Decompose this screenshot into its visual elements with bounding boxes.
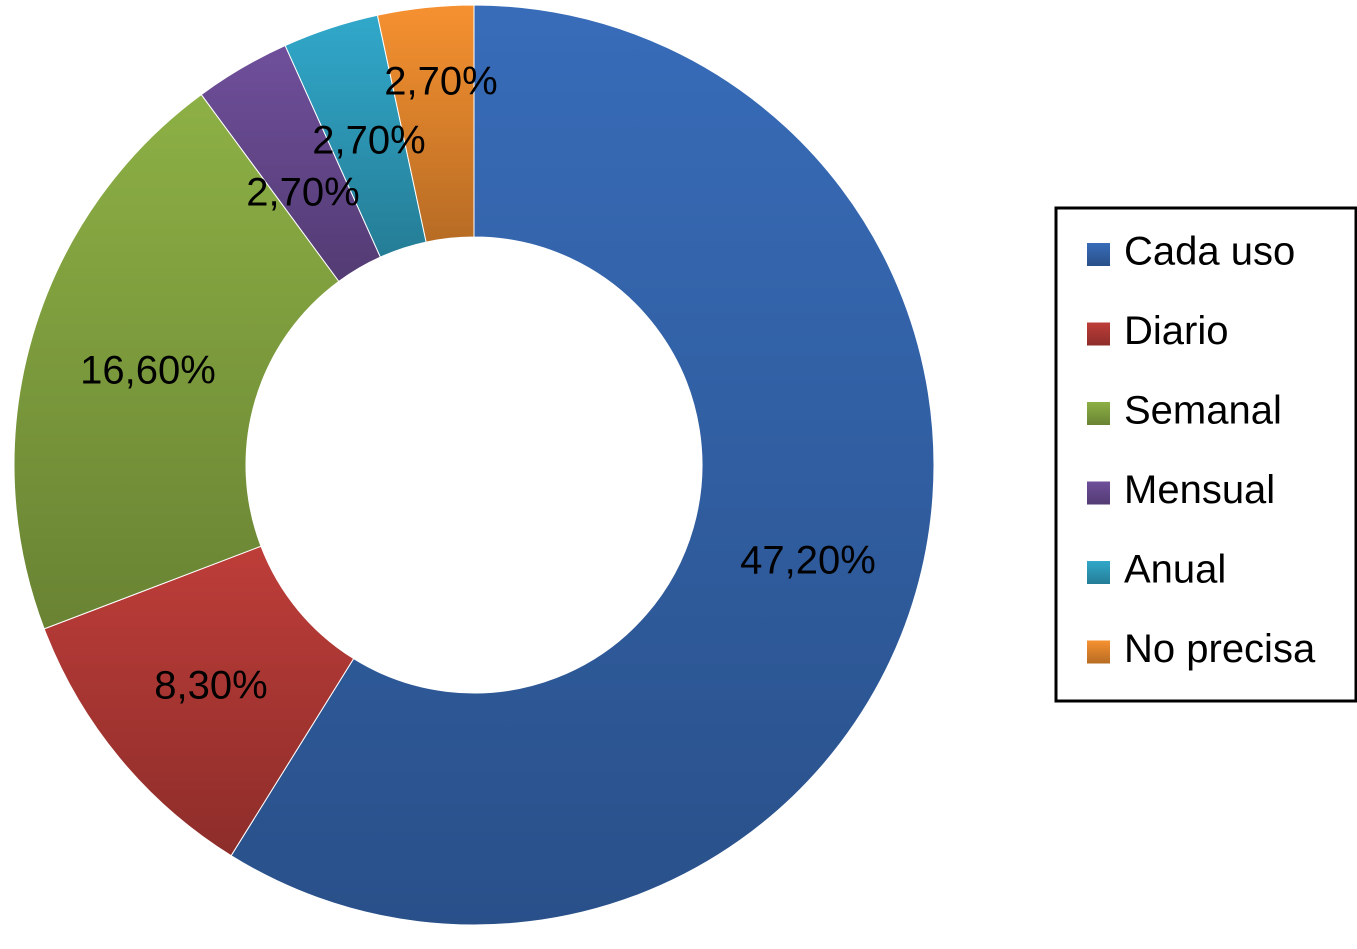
data-label-diario: 8,30% xyxy=(154,664,267,708)
data-label-mensual: 2,70% xyxy=(246,171,359,215)
slice-diario xyxy=(43,545,355,857)
donut-slices xyxy=(13,4,935,926)
legend-label-diario: Diario xyxy=(1124,309,1228,353)
legend-label-no-precisa: No precisa xyxy=(1124,627,1316,671)
legend: Cada uso Diario Semanal Mensual Anual No prec… xyxy=(1054,206,1357,703)
legend-label-semanal: Semanal xyxy=(1124,389,1282,433)
data-labels: 47,20% 8,30% 16,60% 2,70% 2,70% 2,70% xyxy=(80,60,876,708)
legend-swatch-mensual xyxy=(1087,481,1110,505)
data-label-cada-uso: 47,20% xyxy=(740,539,876,583)
legend-swatch-diario xyxy=(1087,322,1110,346)
slice-no-precisa xyxy=(376,4,475,243)
data-label-no-precisa: 2,70% xyxy=(384,60,497,104)
legend-label-cada-uso: Cada uso xyxy=(1124,230,1295,274)
data-label-anual: 2,70% xyxy=(312,119,425,163)
legend-swatch-semanal xyxy=(1087,402,1110,425)
slice-semanal xyxy=(13,93,340,630)
data-label-semanal: 16,60% xyxy=(80,349,216,393)
legend-label-anual: Anual xyxy=(1124,548,1226,592)
legend-swatch-no-precisa xyxy=(1087,640,1110,664)
legend-swatch-cada-uso xyxy=(1087,243,1110,266)
legend-box xyxy=(1054,206,1357,703)
legend-label-mensual: Mensual xyxy=(1124,468,1275,512)
slice-cada-uso xyxy=(230,4,935,926)
legend-swatch-anual xyxy=(1087,561,1110,584)
